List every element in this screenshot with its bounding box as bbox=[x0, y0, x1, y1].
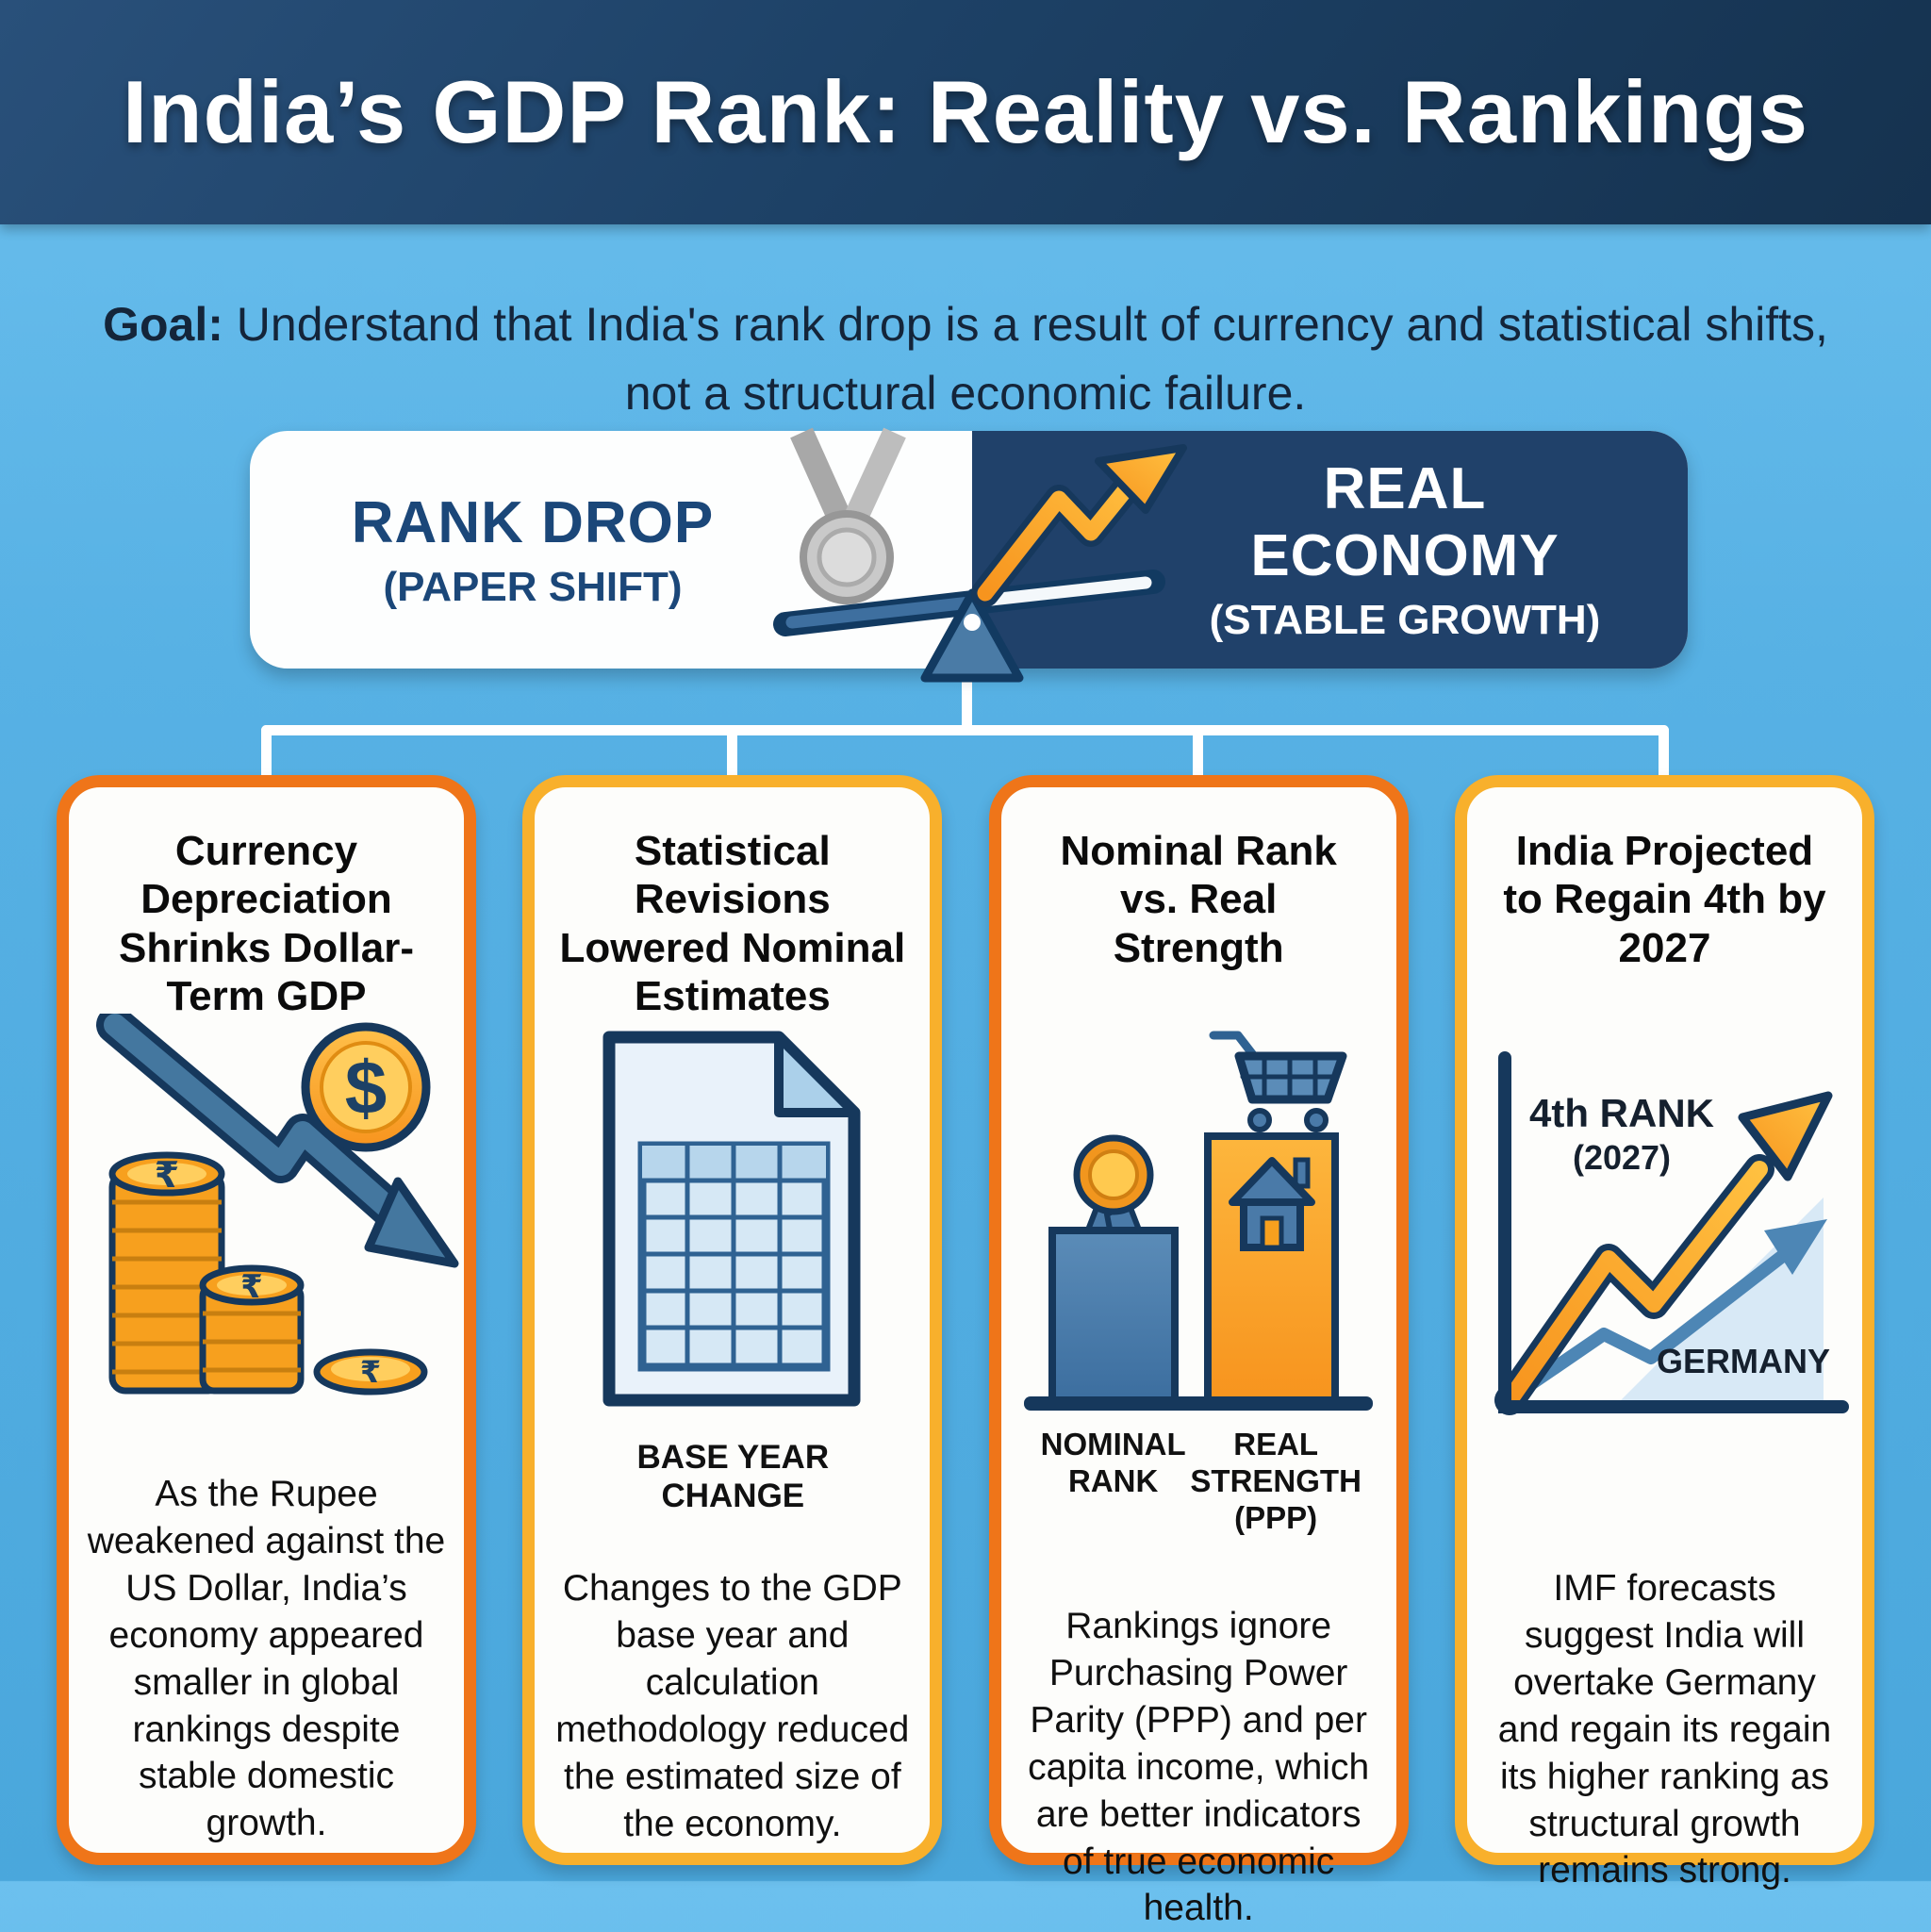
chart-axes bbox=[1497, 1051, 1849, 1413]
real-economy-subtitle: (STABLE GROWTH) bbox=[1209, 597, 1601, 643]
card-body: Rankings ignore Purchasing Power Parity … bbox=[1028, 1606, 1370, 1929]
real-economy-block: REAL ECONOMY (STABLE GROWTH) bbox=[1169, 431, 1641, 669]
card-statistical-revisions: Statistical Revisions Lowered Nominal Es… bbox=[522, 775, 943, 1865]
goal-sentence: Understand that India's rank drop is a r… bbox=[236, 298, 1828, 420]
germany-label: GERMANY bbox=[1656, 1342, 1830, 1380]
goal-text: Goal: Understand that India's rank drop … bbox=[98, 290, 1833, 427]
card-title: Nominal Rank vs. Real Strength bbox=[1060, 828, 1337, 971]
page-title: India’s GDP Rank: Reality vs. Rankings bbox=[122, 62, 1808, 161]
svg-text:₹: ₹ bbox=[155, 1156, 179, 1196]
rank-drop-title: RANK DROP bbox=[351, 489, 715, 555]
connector-drop-3 bbox=[1193, 725, 1203, 780]
table-grid-icon bbox=[637, 1141, 831, 1372]
card-body: Changes to the GDP base year and calcula… bbox=[555, 1568, 910, 1844]
cards-row: Currency Depreciation Shrinks Dollar-Ter… bbox=[57, 775, 1874, 1928]
connector-drop-1 bbox=[261, 725, 272, 780]
comparison-banner: RANK DROP (PAPER SHIFT) REAL ECONOMY (ST… bbox=[250, 427, 1688, 683]
connector-drop-4 bbox=[1659, 725, 1669, 780]
svg-text:₹: ₹ bbox=[240, 1269, 263, 1305]
card-title: Statistical Revisions Lowered Nominal Es… bbox=[559, 828, 906, 1020]
fourth-rank-label: 4th RANK bbox=[1528, 1091, 1714, 1135]
growth-zigzag-arrow-icon bbox=[971, 444, 1187, 607]
silver-medal-icon bbox=[790, 427, 906, 604]
nominal-rank-bar bbox=[1048, 1227, 1179, 1404]
rank-drop-block: RANK DROP (PAPER SHIFT) bbox=[316, 431, 750, 669]
header-bar: India’s GDP Rank: Reality vs. Rankings bbox=[0, 0, 1931, 224]
rank-drop-subtitle: (PAPER SHIFT) bbox=[383, 563, 683, 610]
connector-horizontal bbox=[261, 725, 1669, 735]
real-strength-label: REAL STRENGTH (PPP) bbox=[1190, 1427, 1362, 1535]
connector-vertical-main bbox=[962, 662, 972, 731]
shopping-cart-icon bbox=[1209, 1031, 1347, 1132]
seesaw-balance-icon bbox=[773, 570, 1165, 683]
banner-center-illustration bbox=[773, 427, 1187, 683]
rupee-coin-stack-icon: ₹ bbox=[108, 1151, 225, 1395]
rupee-coin-stack-icon: ₹ bbox=[199, 1264, 305, 1395]
germany-arrow-icon bbox=[1507, 1219, 1827, 1402]
falling-arrow-rupee-coins-icon: $ ₹ ₹ ₹ bbox=[96, 1014, 459, 1395]
bars-baseline bbox=[1023, 1396, 1373, 1411]
dollar-coin-icon: $ bbox=[301, 1022, 431, 1152]
card-india-projection: India Projected to Regain 4th by 2027 bbox=[1454, 775, 1874, 1891]
svg-text:₹: ₹ bbox=[360, 1355, 381, 1389]
nominal-rank-label: NOMINAL RANK bbox=[1040, 1427, 1186, 1498]
card-currency-depreciation: Currency Depreciation Shrinks Dollar-Ter… bbox=[57, 775, 476, 1865]
rupee-coin-icon: ₹ bbox=[313, 1348, 428, 1395]
falling-arrow-icon bbox=[96, 1014, 459, 1268]
bar-comparison-icon bbox=[1023, 1031, 1373, 1411]
house-icon bbox=[1228, 1157, 1315, 1251]
svg-text:$: $ bbox=[345, 1046, 388, 1130]
india-arrow-icon bbox=[1494, 1091, 1833, 1415]
spreadsheet-document-icon bbox=[602, 1031, 861, 1407]
card-title: India Projected to Regain 4th by 2027 bbox=[1503, 828, 1826, 971]
card-nominal-vs-real: Nominal Rank vs. Real Strength bbox=[988, 775, 1409, 1928]
card-body: As the Rupee weakened against the US Dol… bbox=[87, 1474, 446, 1844]
banner-navy-half bbox=[972, 431, 1688, 669]
projection-chart-icon bbox=[1494, 1051, 1849, 1415]
base-year-change-label: BASE YEAR CHANGE bbox=[636, 1439, 830, 1515]
fourth-rank-year-label: (2027) bbox=[1572, 1138, 1672, 1177]
goal-label: Goal: bbox=[103, 298, 223, 351]
real-economy-title: REAL ECONOMY bbox=[1250, 456, 1560, 588]
card-body: IMF forecasts suggest India will overtak… bbox=[1497, 1568, 1832, 1891]
connector-drop-2 bbox=[727, 725, 737, 780]
card-title: Currency Depreciation Shrinks Dollar-Ter… bbox=[119, 828, 414, 1020]
